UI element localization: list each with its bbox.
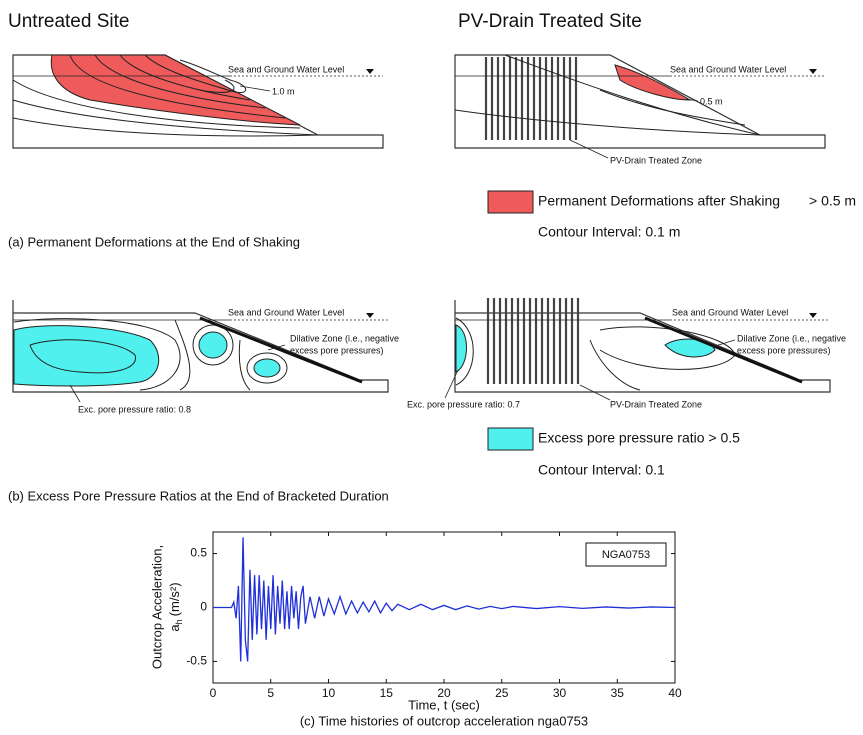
data-line — [213, 537, 676, 662]
y-axis-label: ah (m/s²) — [167, 582, 184, 631]
water-label: Sea and Ground Water Level — [672, 307, 788, 317]
x-axis-label: Time, t (sec) — [408, 697, 480, 712]
dilative-label: Dilative Zone (i.e., negative — [737, 333, 846, 343]
y-units: (m/s²) — [167, 582, 182, 616]
x-tick-label: 20 — [437, 686, 451, 700]
title: Untreated Site — [8, 11, 129, 32]
legend-swatch — [487, 190, 534, 214]
dilative-label: excess pore pressures) — [737, 345, 831, 355]
legend-box — [585, 542, 667, 567]
zone-label: PV-Drain Treated Zone — [610, 399, 702, 409]
legend-label: NGA0753 — [602, 549, 650, 561]
diagram-b-treated: Sea and Ground Water Level Dilative Zone… — [407, 298, 846, 409]
x-tick-label: 5 — [267, 686, 274, 700]
y-symbol: a — [167, 624, 182, 632]
contour-label: 0.5 m — [700, 96, 723, 106]
caption: (b) Excess Pore Pressure Ratios at the E… — [8, 488, 389, 503]
legend-label: Permanent Deformations after Shaking — [538, 193, 780, 209]
ratio-label: Exc. pore pressure ratio: 0.7 — [407, 399, 520, 409]
y-axis-label: Outcrop Acceleration, — [149, 545, 164, 669]
legend-swatch — [487, 427, 534, 451]
y-tick-label: 0.5 — [190, 546, 207, 560]
y-subscript: h — [174, 619, 184, 624]
legend-label: Excess pore pressure ratio > 0.5 — [538, 430, 740, 446]
contour-label: 1.0 m — [272, 86, 295, 96]
diagram-b-untreated: Sea and Ground Water Level Dilative Zone… — [12, 300, 399, 414]
caption: (c) Time histories of outcrop accelerati… — [300, 713, 588, 728]
diagram-a-untreated: Untreated Site Sea and Ground Water Leve… — [8, 11, 384, 149]
dilative-label: excess pore pressures) — [290, 345, 384, 355]
water-label: Sea and Ground Water Level — [228, 64, 344, 74]
x-tick-label: 0 — [210, 686, 217, 700]
chart: Outcrop Acceleration, ah (m/s²) Time, t (… — [149, 531, 682, 728]
y-tick-label: -0.5 — [186, 654, 207, 668]
x-tick-label: 10 — [322, 686, 336, 700]
x-tick-label: 15 — [380, 686, 394, 700]
y-tick-label: 0 — [200, 600, 207, 614]
contour-interval: Contour Interval: 0.1 — [538, 462, 665, 478]
legend-threshold: > 0.5 m — [809, 193, 856, 209]
diagram-a-treated: PV-Drain Treated Site Sea and Ground Wat… — [454, 11, 826, 165]
dilative-label: Dilative Zone (i.e., negative — [290, 333, 399, 343]
x-tick-label: 35 — [611, 686, 625, 700]
caption: (a) Permanent Deformations at the End of… — [8, 234, 300, 249]
x-tick-label: 30 — [553, 686, 567, 700]
title: PV-Drain Treated Site — [458, 11, 642, 32]
x-tick-label: 25 — [495, 686, 509, 700]
water-label: Sea and Ground Water Level — [670, 64, 786, 74]
x-tick-label: 40 — [668, 686, 682, 700]
zone-label: PV-Drain Treated Zone — [610, 155, 702, 165]
contour-interval: Contour Interval: 0.1 m — [538, 224, 680, 240]
ratio-label: Exc. pore pressure ratio: 0.8 — [78, 404, 191, 414]
water-label: Sea and Ground Water Level — [228, 307, 344, 317]
